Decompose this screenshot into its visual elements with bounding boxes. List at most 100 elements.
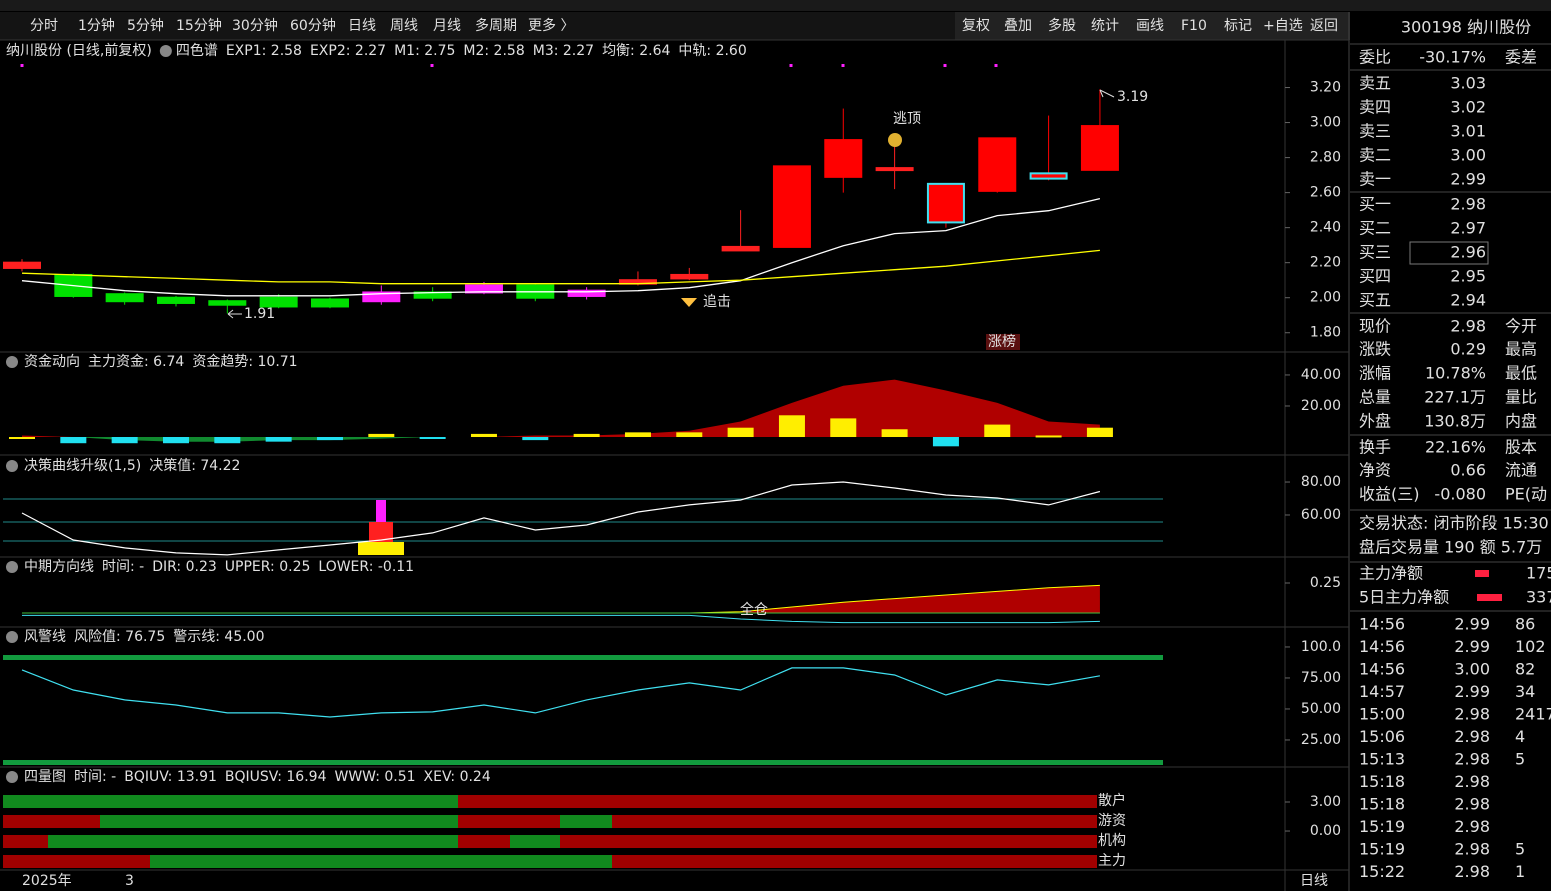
legend-item: 时间: -	[102, 559, 144, 575]
fund-bar	[676, 432, 703, 438]
tick-time: 14:56	[1359, 615, 1405, 634]
tick-volume: 1	[1515, 862, 1525, 881]
book-label: 买三	[1359, 243, 1391, 262]
indicator-icon[interactable]	[159, 45, 172, 57]
panel-icon[interactable]	[6, 460, 18, 472]
period-tab[interactable]: 日线	[348, 18, 376, 34]
candle-body	[772, 165, 811, 248]
tool-button[interactable]: 画线	[1136, 18, 1164, 34]
legend-item: BQIUV: 13.91	[124, 769, 217, 785]
legend-item: 风险值: 76.75	[74, 629, 165, 645]
tool-button[interactable]: 标记	[1224, 18, 1252, 34]
stat-value: 22.16%	[1425, 438, 1486, 457]
tool-button[interactable]: 叠加	[1004, 18, 1032, 34]
tool-button[interactable]: 多股	[1048, 17, 1076, 34]
panel-icon[interactable]	[6, 356, 18, 368]
book-label: 卖二	[1359, 146, 1391, 165]
candle-body	[875, 167, 914, 172]
fund-bar	[214, 437, 241, 444]
book-price: 2.99	[1450, 170, 1486, 189]
panel-name: 决策曲线升级(1,5)	[24, 457, 141, 474]
flow-bar	[1475, 570, 1489, 577]
tick-volume: 34	[1515, 682, 1535, 701]
stat-label: 净资	[1359, 461, 1391, 480]
panel-name: 资金动向	[24, 354, 80, 370]
stat-label2: 股本	[1505, 438, 1537, 457]
x-axis-month: 3	[125, 873, 134, 889]
stat-label: 收益(三)	[1359, 485, 1420, 504]
tool-button[interactable]: F10	[1181, 18, 1207, 34]
tick-time: 15:00	[1359, 705, 1405, 724]
fund-bar	[1035, 435, 1062, 438]
panel-separators	[0, 39, 1349, 871]
tick-price: 2.98	[1454, 727, 1490, 746]
volume-segment	[458, 815, 560, 828]
period-tab[interactable]: 月线	[433, 18, 461, 34]
period-tab[interactable]: 更多 〉	[528, 17, 574, 34]
book-label: 卖五	[1359, 74, 1391, 93]
panel-icon[interactable]	[6, 771, 18, 783]
stat-value: 227.1万	[1424, 388, 1486, 407]
period-tab[interactable]: 60分钟	[290, 17, 336, 34]
period-tab[interactable]: 30分钟	[232, 17, 278, 34]
tool-button[interactable]: 统计	[1091, 18, 1119, 34]
legend-item: UPPER: 0.25	[225, 559, 311, 575]
panel-name: 风警线	[24, 629, 66, 645]
book-price: 2.97	[1450, 219, 1486, 238]
volume-segment	[612, 815, 1097, 828]
tick-price: 2.98	[1454, 750, 1490, 769]
legend-item: 中轨: 2.60	[678, 43, 746, 59]
tick-price: 2.98	[1454, 817, 1490, 836]
risk-bottom-band	[3, 760, 1163, 765]
stat-label2: 最低	[1505, 364, 1537, 383]
candle-body	[310, 298, 349, 308]
stat-value: 0.66	[1450, 461, 1486, 480]
book-label: 卖四	[1359, 98, 1391, 117]
stat-label: 涨幅	[1359, 364, 1391, 383]
signal-block	[358, 542, 404, 555]
legend-item: 警示线: 45.00	[173, 629, 264, 645]
tick-volume: 86	[1515, 615, 1535, 634]
candle-body	[3, 261, 41, 269]
tick-price: 2.99	[1454, 682, 1490, 701]
period-tab[interactable]: 多周期	[475, 17, 517, 34]
panel-icon[interactable]	[6, 561, 18, 573]
volume-segment	[612, 855, 1097, 868]
legend-item: WWW: 0.51	[334, 769, 415, 785]
legend-item: XEV: 0.24	[424, 769, 491, 785]
candle-body	[926, 182, 965, 224]
fund-bar	[316, 437, 343, 441]
panel-name: 四量图	[24, 769, 66, 785]
period-tab[interactable]: 分时	[30, 18, 58, 34]
y-tick-label: 60.00	[1301, 507, 1341, 523]
tick-time: 15:18	[1359, 772, 1405, 791]
candle-body	[464, 284, 503, 294]
dir-area	[22, 585, 1100, 613]
tool-button[interactable]: 复权	[962, 17, 990, 34]
stat-label2: 今开	[1505, 317, 1537, 336]
period-tab[interactable]: 5分钟	[127, 17, 164, 34]
period-tab[interactable]: 15分钟	[176, 17, 222, 34]
tool-button[interactable]: +自选	[1263, 18, 1303, 34]
book-price: 2.96	[1450, 243, 1486, 262]
signal-dot	[943, 64, 947, 67]
tool-button[interactable]: 返回	[1310, 18, 1338, 34]
volume-segment	[458, 835, 510, 848]
y-tick-label: 100.0	[1301, 639, 1341, 655]
panel-icon[interactable]	[6, 631, 18, 643]
volume-segment	[150, 855, 612, 868]
ma-yellow	[21, 249, 1100, 285]
legend-item: DIR: 0.23	[152, 559, 217, 575]
fund-bar	[984, 424, 1011, 438]
tick-time: 15:18	[1359, 795, 1405, 814]
tick-time: 14:56	[1359, 660, 1405, 679]
risk-top-band	[3, 655, 1163, 660]
period-tab[interactable]: 1分钟	[78, 17, 115, 34]
y-tick-label: 0.25	[1310, 575, 1341, 591]
period-tab[interactable]: 周线	[390, 18, 418, 34]
x-axis-period: 日线	[1300, 873, 1328, 889]
fund-bar	[111, 437, 138, 444]
book-label: 买二	[1359, 219, 1391, 238]
legend-item: EXP1: 2.58	[226, 43, 302, 59]
